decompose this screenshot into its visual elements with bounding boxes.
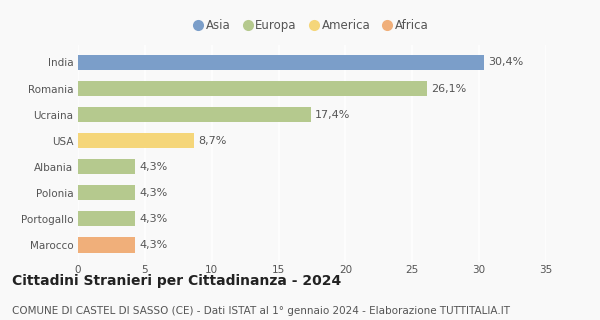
Text: 4,3%: 4,3%: [140, 188, 168, 198]
Text: 8,7%: 8,7%: [199, 136, 227, 146]
Text: 17,4%: 17,4%: [314, 109, 350, 120]
Text: 4,3%: 4,3%: [140, 162, 168, 172]
Text: 4,3%: 4,3%: [140, 240, 168, 250]
Legend: Asia, Europa, America, Africa: Asia, Europa, America, Africa: [193, 17, 431, 35]
Bar: [78, 159, 136, 174]
Bar: [78, 55, 484, 70]
Text: Cittadini Stranieri per Cittadinanza - 2024: Cittadini Stranieri per Cittadinanza - 2…: [12, 274, 341, 288]
Text: 26,1%: 26,1%: [431, 84, 466, 93]
Text: 4,3%: 4,3%: [140, 214, 168, 224]
Text: 30,4%: 30,4%: [488, 58, 524, 68]
Bar: [78, 211, 136, 227]
Bar: [78, 185, 136, 200]
Text: COMUNE DI CASTEL DI SASSO (CE) - Dati ISTAT al 1° gennaio 2024 - Elaborazione TU: COMUNE DI CASTEL DI SASSO (CE) - Dati IS…: [12, 306, 510, 316]
Bar: [78, 237, 136, 252]
Bar: [78, 107, 311, 122]
Bar: [78, 81, 427, 96]
Bar: [78, 133, 194, 148]
